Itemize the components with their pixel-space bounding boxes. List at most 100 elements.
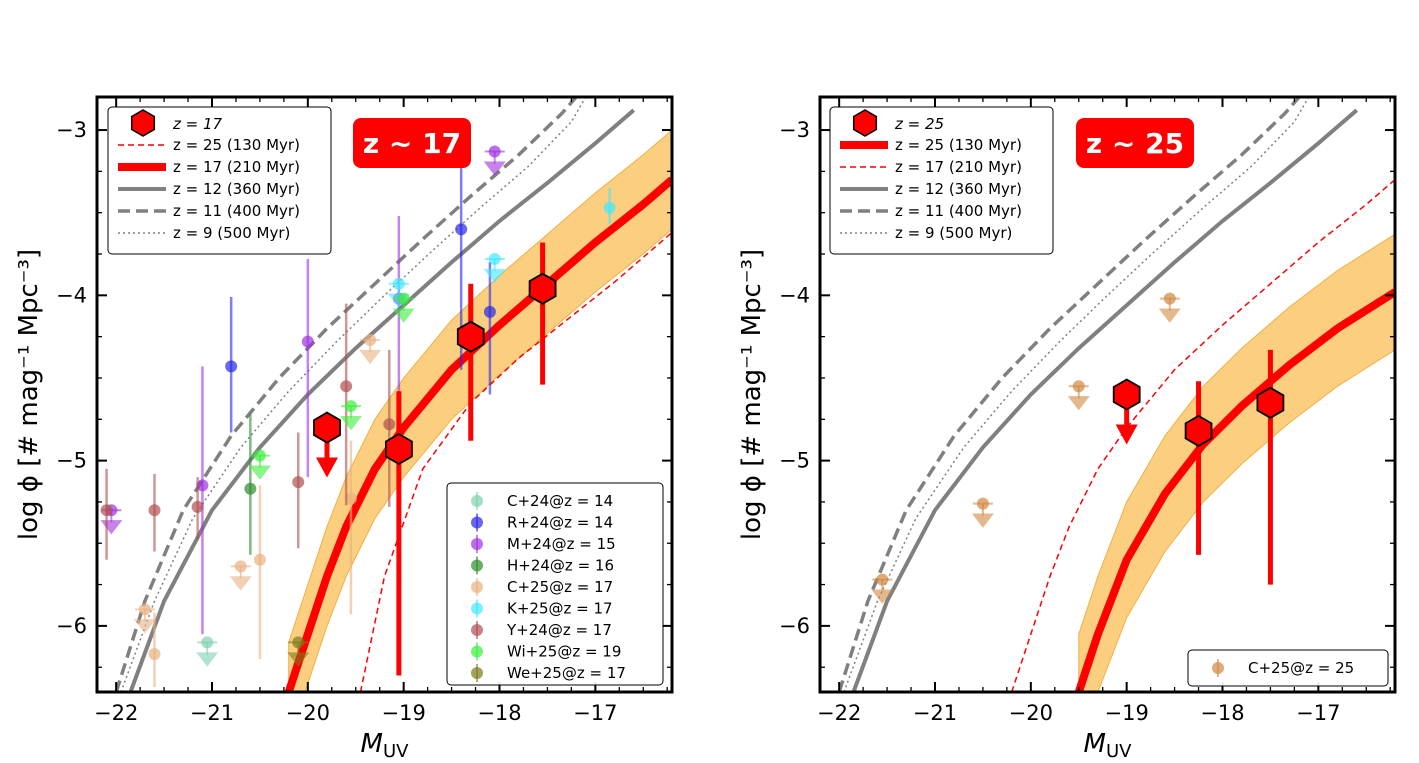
y-tick-label: −3 [56, 118, 87, 142]
model-curve [284, 176, 672, 692]
data-point [383, 418, 396, 431]
x-tick-label: −22 [94, 701, 138, 725]
data-point [191, 500, 204, 513]
x-tick-label: −18 [477, 701, 521, 725]
y-tick-label: −5 [779, 449, 810, 473]
highlight-limit-arrow [316, 457, 338, 478]
upper-limit-arrow-head [229, 576, 252, 591]
upper-limit-arrow-head [248, 465, 271, 480]
legend-label: H+24@z = 16 [507, 557, 614, 575]
legend-marker [471, 581, 483, 593]
highlight-hexagon [1184, 414, 1213, 447]
legend-label: z = 25 (130 Myr) [895, 136, 1022, 154]
legend-label: z = 11 (400 Myr) [173, 202, 300, 220]
upper-limit-arrow-head [483, 161, 506, 176]
upper-limit-arrow-head [971, 513, 994, 528]
legend-frame [107, 106, 332, 255]
highlight-hexagon [528, 272, 557, 305]
upper-limit-arrow-head [871, 589, 894, 604]
legend-label: z = 17 (210 Myr) [173, 158, 300, 176]
x-tick-label: −22 [817, 701, 861, 725]
x-tick-label: −19 [1105, 701, 1149, 725]
highlight-hexagon [1112, 378, 1141, 411]
legend-marker [471, 495, 483, 507]
model-curve [128, 108, 636, 692]
upper-limit-arrow-head [483, 268, 506, 284]
y-axis-label: log ϕ [# mag⁻¹ Mpc⁻³] [737, 249, 767, 540]
legend-label: C+25@z = 17 [507, 578, 613, 596]
data-point [603, 201, 616, 214]
legend-label: K+25@z = 17 [507, 600, 613, 618]
data-point [225, 360, 238, 373]
data-point [483, 305, 496, 318]
plot-frame [95, 95, 674, 694]
legend-label: z = 25 (130 Myr) [173, 136, 300, 154]
plot-frame [818, 95, 1397, 694]
legend-marker [471, 667, 483, 679]
y-tick-label: −4 [56, 283, 87, 307]
plot-area [100, 97, 672, 692]
x-tick-label: −18 [1200, 701, 1244, 725]
legend-label: C+24@z = 14 [507, 492, 613, 510]
upper-limit-arrow-head [1067, 396, 1090, 411]
data-point [397, 292, 410, 305]
upper-limit-arrow-head [1158, 308, 1181, 323]
data-point [364, 333, 377, 346]
legend-marker [471, 624, 483, 636]
model-curve [843, 97, 1310, 692]
legend-frame [446, 482, 664, 686]
legend-marker [471, 645, 483, 658]
upper-limit-arrow-head [133, 619, 156, 634]
panel-right: −22 −21 −20 −19 −18 −17 −6 −5 −4 −3 MUV log ϕ [# ma… [737, 95, 1397, 762]
legend-label: z = 17 (210 Myr) [895, 158, 1022, 176]
model-legend: z = 17 z = 25 (130 Myr) z = 17 (210 Myr) z … [107, 106, 332, 255]
data-point [138, 603, 151, 616]
legend-label: z = 25 [894, 115, 944, 133]
legend-marker [1212, 662, 1224, 674]
model-curve [1010, 179, 1395, 692]
data-point [344, 400, 357, 413]
upper-limit-arrow-head [287, 652, 310, 667]
legend-label: Wi+25@z = 19 [507, 643, 621, 661]
y-tick-label: −6 [779, 614, 810, 638]
upper-limit-arrow-head [339, 415, 362, 431]
data-point [253, 553, 266, 566]
model-curve [359, 231, 672, 692]
data-point [292, 476, 305, 489]
upper-limit-arrow-head [392, 308, 415, 323]
data-point [148, 647, 161, 660]
badge-background [353, 118, 471, 168]
legend-label: R+24@z = 14 [507, 514, 613, 532]
model-curve [837, 97, 1301, 692]
x-tick-label: −17 [1296, 701, 1340, 725]
data-point [455, 223, 468, 236]
legend-label: z = 11 (400 Myr) [895, 202, 1022, 220]
x-axis-label: MUV [1084, 729, 1133, 762]
data-point [148, 504, 161, 517]
series-legend: C+24@z = 14 R+24@z = 14 M+24@z = 15 H+24@z … [446, 482, 664, 686]
legend-label: C+25@z = 25 [1248, 659, 1354, 677]
legend-label: We+25@z = 17 [507, 664, 626, 682]
data-point [292, 636, 305, 649]
data-point [340, 380, 353, 393]
legend-label: Y+24@z = 17 [506, 621, 612, 639]
data-point [488, 252, 501, 265]
highlight-hexagon [456, 320, 485, 353]
x-tick-label: −19 [382, 701, 426, 725]
data-point [301, 335, 314, 348]
legend-label: z = 12 (360 Myr) [173, 180, 300, 198]
data-point [196, 479, 209, 492]
y-tick-label: −5 [56, 449, 87, 473]
legend-marker [471, 538, 483, 550]
legend-marker [471, 602, 483, 615]
x-tick-label: −20 [1009, 701, 1053, 725]
highlight-hexagon [1256, 386, 1285, 419]
data-point [244, 482, 257, 495]
data-point [100, 504, 113, 517]
legend-frame [1187, 649, 1389, 687]
data-point [392, 277, 405, 290]
x-tick-label: −17 [573, 701, 617, 725]
legend-label: z = 12 (360 Myr) [895, 180, 1022, 198]
highlight-hexagon [384, 432, 413, 466]
